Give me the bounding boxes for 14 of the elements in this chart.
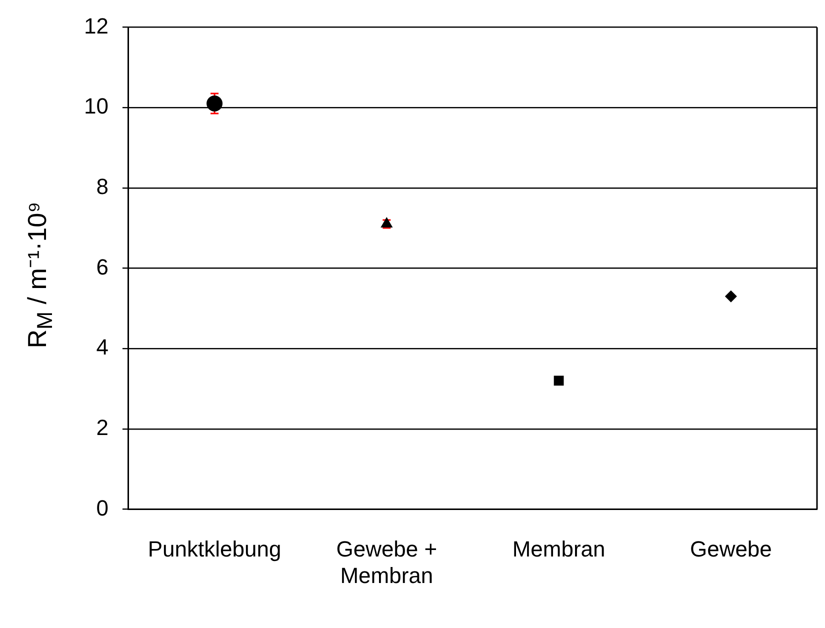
x-tick-label: Membran (512, 536, 606, 562)
point (206, 96, 223, 112)
x-tick-label: Gewebe (690, 536, 772, 562)
x-tick-label: Punktklebung (148, 536, 282, 562)
point (724, 290, 737, 302)
y-tick-label: 2 (96, 414, 108, 440)
y-tick-label: 10 (84, 94, 108, 119)
y-tick-label: 0 (96, 495, 108, 520)
point (554, 376, 564, 386)
y-tick-label: 8 (96, 174, 108, 199)
y-tick-label: 12 (84, 13, 108, 38)
x-tick-label: Gewebe + Membran (336, 536, 438, 588)
y-tick-label: 6 (96, 254, 108, 280)
y-tick-label: 4 (96, 334, 108, 360)
